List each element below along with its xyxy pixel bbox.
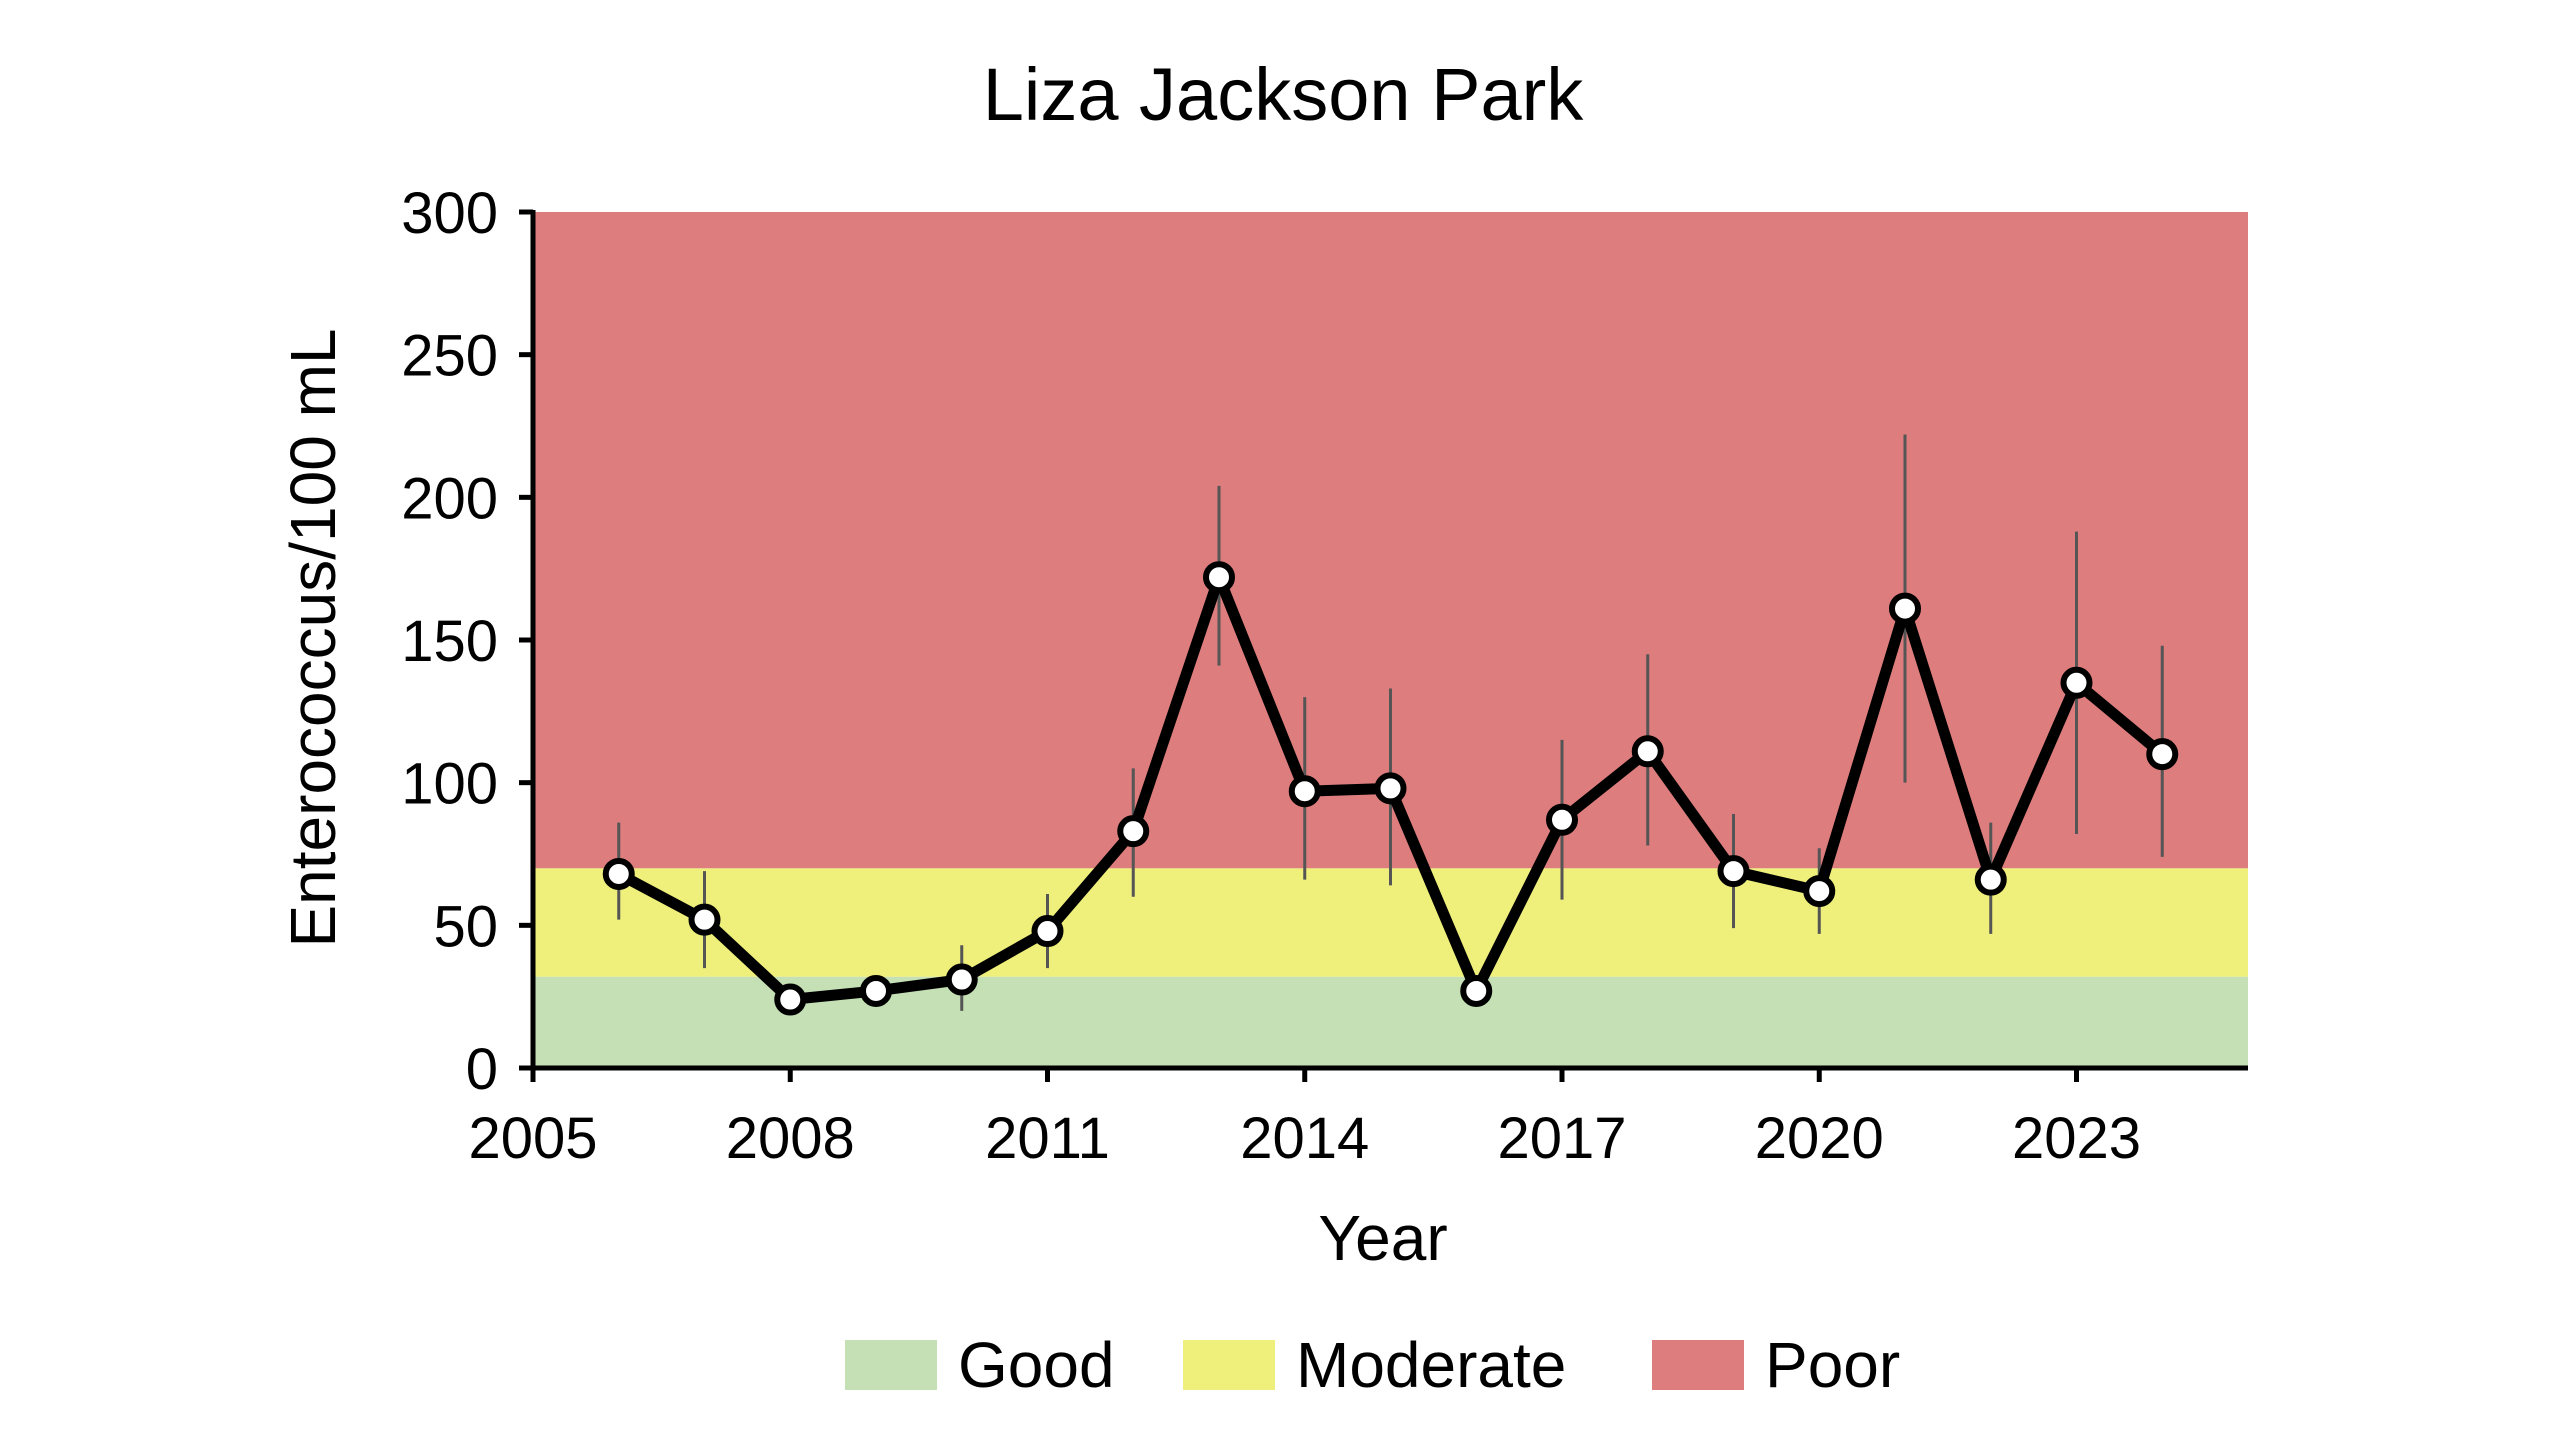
data-point-2007: [688, 903, 721, 936]
data-point-2017: [1546, 803, 1578, 836]
data-point-2009: [860, 974, 892, 1007]
data-point-2013: [1203, 561, 1235, 594]
legend-swatch-moderate: [1183, 1340, 1275, 1390]
data-point-2011: [1031, 915, 1064, 948]
data-point-2015: [1374, 772, 1407, 805]
x-tick-label-2014: 2014: [1240, 1106, 1369, 1171]
data-point-2021: [1889, 592, 1921, 625]
legend-label-moderate: Moderate: [1296, 1329, 1566, 1401]
y-tick-label-0: 0: [466, 1037, 498, 1102]
data-point-2008: [774, 983, 807, 1016]
x-axis-label: Year: [1318, 1202, 1447, 1274]
data-point-2006: [602, 857, 635, 890]
y-tick-label-250: 250: [401, 324, 498, 389]
data-point-2016: [1460, 974, 1493, 1007]
data-point-2014: [1288, 775, 1321, 808]
legend: Good Moderate Poor: [845, 1329, 1900, 1401]
data-point-2018: [1631, 735, 1664, 768]
x-tick-label-2005: 2005: [468, 1106, 597, 1171]
data-point-2023: [2060, 666, 2093, 699]
y-tick-label-100: 100: [401, 752, 498, 817]
x-tick-label-2017: 2017: [1497, 1106, 1626, 1171]
data-points: [602, 561, 2179, 1016]
data-point-2022: [1974, 863, 2007, 896]
y-tick-label-150: 150: [401, 609, 498, 674]
legend-swatch-poor: [1652, 1340, 1744, 1390]
data-point-2012: [1117, 815, 1150, 848]
legend-swatch-good: [845, 1340, 937, 1390]
chart-title: Liza Jackson Park: [983, 53, 1584, 136]
data-point-2024: [2146, 738, 2179, 771]
data-point-2010: [945, 963, 978, 996]
y-axis-ticks: 0 50 100 150 200 250 300: [401, 181, 533, 1102]
quality-bands: [533, 212, 2248, 1068]
band-moderate: [533, 868, 2248, 977]
y-tick-label-50: 50: [433, 894, 498, 959]
y-tick-label-300: 300: [401, 181, 498, 246]
x-axis-ticks: 2005 2008 2011 2014 2017 2020 2023: [468, 1068, 2141, 1171]
x-tick-label-2023: 2023: [2012, 1106, 2141, 1171]
x-tick-label-2011: 2011: [985, 1106, 1110, 1171]
y-axis-label: Enterococcus/100 mL: [277, 329, 349, 948]
x-tick-label-2008: 2008: [726, 1106, 855, 1171]
data-point-2020: [1803, 875, 1836, 908]
data-point-2019: [1717, 855, 1750, 888]
y-tick-label-200: 200: [401, 466, 498, 531]
legend-label-poor: Poor: [1765, 1329, 1900, 1401]
legend-label-good: Good: [958, 1329, 1115, 1401]
x-tick-label-2020: 2020: [1755, 1106, 1884, 1171]
